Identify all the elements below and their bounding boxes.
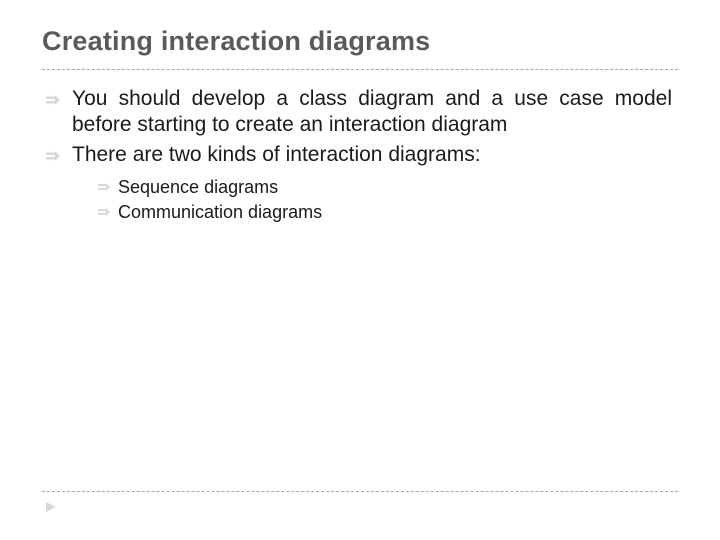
sub-list-item: Sequence diagrams — [98, 176, 672, 199]
list-item-text: There are two kinds of interaction diagr… — [72, 143, 481, 166]
bullet-icon — [98, 181, 110, 193]
footer-marker-icon — [44, 500, 58, 514]
content-area: You should develop a class diagram and a… — [42, 70, 678, 225]
bullet-icon — [46, 93, 60, 107]
list-item: You should develop a class diagram and a… — [44, 86, 672, 138]
sub-bullet-list: Sequence diagrams Communication diagrams — [72, 176, 672, 225]
sub-list-item-text: Communication diagrams — [118, 202, 322, 222]
list-item-text: You should develop a class diagram and a… — [72, 87, 672, 136]
sub-list-item-text: Sequence diagrams — [118, 177, 278, 197]
bullet-icon — [46, 149, 60, 163]
slide: Creating interaction diagrams You should… — [0, 0, 720, 540]
list-item: There are two kinds of interaction diagr… — [44, 142, 672, 225]
footer-rule — [42, 491, 678, 492]
bullet-list: You should develop a class diagram and a… — [44, 86, 672, 225]
bullet-icon — [98, 206, 110, 218]
sub-list-item: Communication diagrams — [98, 201, 672, 224]
slide-title: Creating interaction diagrams — [42, 26, 678, 67]
